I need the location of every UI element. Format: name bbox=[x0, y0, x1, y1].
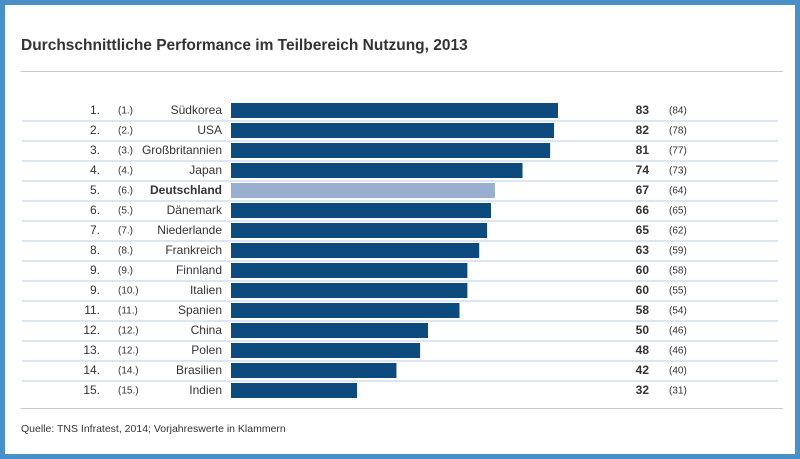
rank-label: 7. bbox=[90, 223, 100, 237]
rank-label: 14. bbox=[83, 363, 100, 377]
prev-value-label: (59) bbox=[669, 246, 687, 257]
prev-value-label: (46) bbox=[669, 346, 687, 357]
category-label: Finnland bbox=[176, 263, 222, 277]
rank-label: 13. bbox=[83, 343, 100, 357]
prev-rank-label: (10.) bbox=[118, 286, 139, 297]
value-label: 74 bbox=[636, 163, 650, 177]
prev-rank-label: (8.) bbox=[118, 246, 133, 257]
bar-chart: 1. (1.) Südkorea 83 (84) 2. (2.) USA 82 (78) 3. (3.… bbox=[22, 103, 778, 398]
value-label: 48 bbox=[636, 343, 650, 357]
bar-frankreich bbox=[231, 243, 480, 258]
category-label: Italien bbox=[190, 283, 222, 297]
bar-südkorea bbox=[231, 103, 558, 118]
bar-china bbox=[231, 323, 428, 338]
prev-rank-label: (9.) bbox=[118, 266, 133, 277]
category-label: Frankreich bbox=[165, 243, 222, 257]
bar-spanien bbox=[231, 303, 460, 318]
value-label: 66 bbox=[636, 203, 650, 217]
prev-value-label: (62) bbox=[669, 226, 687, 237]
value-label: 63 bbox=[636, 243, 650, 257]
bar-großbritannien bbox=[231, 143, 551, 158]
value-label: 81 bbox=[636, 143, 650, 157]
category-label: Niederlande bbox=[157, 223, 222, 237]
rank-label: 3. bbox=[90, 143, 100, 157]
prev-value-label: (58) bbox=[669, 266, 687, 277]
category-label: Deutschland bbox=[150, 183, 222, 197]
bottom-divider bbox=[21, 408, 783, 409]
prev-rank-label: (14.) bbox=[118, 366, 139, 377]
value-label: 67 bbox=[636, 183, 650, 197]
value-label: 65 bbox=[636, 223, 650, 237]
bar-niederlande bbox=[231, 223, 488, 238]
category-label: Japan bbox=[189, 163, 222, 177]
prev-rank-label: (11.) bbox=[118, 306, 138, 317]
prev-rank-label: (5.) bbox=[118, 206, 133, 217]
prev-value-label: (55) bbox=[669, 286, 687, 297]
category-label: USA bbox=[197, 123, 222, 137]
category-label: Südkorea bbox=[171, 103, 223, 117]
prev-value-label: (65) bbox=[669, 206, 687, 217]
value-label: 60 bbox=[636, 283, 650, 297]
prev-rank-label: (12.) bbox=[118, 346, 139, 357]
category-label: Spanien bbox=[178, 303, 222, 317]
category-label: Polen bbox=[191, 343, 222, 357]
value-label: 50 bbox=[636, 323, 650, 337]
prev-rank-label: (15.) bbox=[118, 386, 139, 397]
prev-rank-label: (3.) bbox=[118, 146, 133, 157]
prev-rank-label: (12.) bbox=[118, 326, 139, 337]
rank-label: 5. bbox=[90, 183, 100, 197]
category-label: China bbox=[191, 323, 223, 337]
value-label: 82 bbox=[636, 123, 650, 137]
prev-rank-label: (2.) bbox=[118, 126, 133, 137]
value-label: 42 bbox=[636, 363, 650, 377]
rank-label: 4. bbox=[90, 163, 100, 177]
prev-rank-label: (7.) bbox=[118, 226, 133, 237]
bar-deutschland bbox=[231, 183, 495, 198]
bar-dänemark bbox=[231, 203, 492, 218]
prev-value-label: (84) bbox=[669, 106, 687, 117]
chart-title: Durchschnittliche Performance im Teilber… bbox=[21, 37, 468, 54]
rank-label: 2. bbox=[90, 123, 100, 137]
prev-value-label: (54) bbox=[669, 306, 687, 317]
prev-value-label: (31) bbox=[669, 386, 687, 397]
rank-label: 15. bbox=[83, 383, 100, 397]
category-label: Großbritannien bbox=[142, 143, 222, 157]
rank-label: 1. bbox=[90, 103, 100, 117]
prev-rank-label: (6.) bbox=[118, 186, 133, 197]
category-label: Brasilien bbox=[176, 363, 222, 377]
value-label: 32 bbox=[636, 383, 650, 397]
category-label: Dänemark bbox=[167, 203, 223, 217]
bar-finnland bbox=[231, 263, 468, 278]
prev-value-label: (77) bbox=[669, 146, 687, 157]
rank-label: 12. bbox=[83, 323, 100, 337]
value-label: 60 bbox=[636, 263, 650, 277]
bar-italien bbox=[231, 283, 468, 298]
rank-label: 8. bbox=[90, 243, 100, 257]
prev-value-label: (40) bbox=[669, 366, 687, 377]
rank-label: 9. bbox=[90, 283, 100, 297]
rank-label: 11. bbox=[84, 303, 100, 317]
bar-japan bbox=[231, 163, 523, 178]
prev-rank-label: (4.) bbox=[118, 166, 133, 177]
rank-label: 9. bbox=[90, 263, 100, 277]
prev-rank-label: (1.) bbox=[118, 106, 133, 117]
rank-label: 6. bbox=[90, 203, 100, 217]
value-label: 58 bbox=[636, 303, 650, 317]
prev-value-label: (73) bbox=[669, 166, 687, 177]
prev-value-label: (78) bbox=[669, 126, 687, 137]
bar-brasilien bbox=[231, 363, 397, 378]
category-label: Indien bbox=[189, 383, 222, 397]
source-note: Quelle: TNS Infratest, 2014; Vorjahreswe… bbox=[21, 423, 286, 435]
prev-value-label: (64) bbox=[669, 186, 687, 197]
bar-polen bbox=[231, 343, 421, 358]
bar-usa bbox=[231, 123, 555, 138]
top-divider bbox=[21, 71, 783, 72]
value-label: 83 bbox=[636, 103, 650, 117]
bar-indien bbox=[231, 383, 358, 398]
prev-value-label: (46) bbox=[669, 326, 687, 337]
